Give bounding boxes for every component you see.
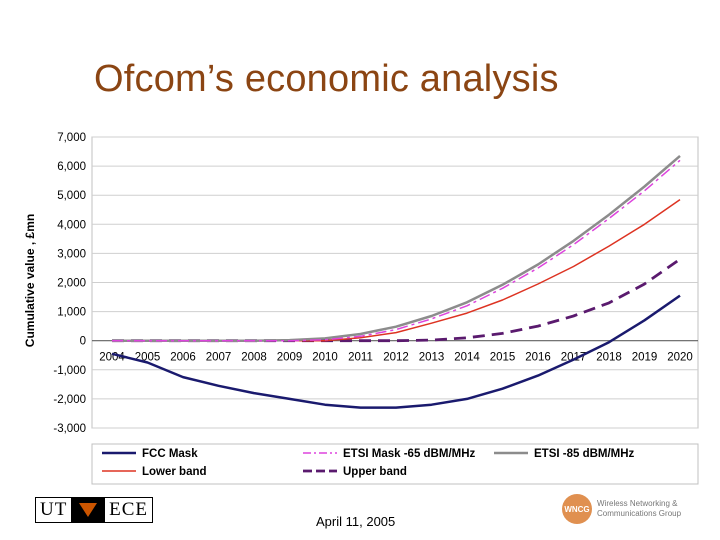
legend-label: FCC Mask (142, 448, 198, 460)
ut-ece-logo: UT ECE (35, 497, 153, 523)
y-tick-label: 4,000 (57, 219, 86, 231)
legend (91, 443, 699, 485)
y-tick-label: -3,000 (53, 423, 86, 435)
series-line (112, 159, 681, 342)
wncg-logo: WNCG Wireless Networking & Communication… (562, 494, 707, 524)
legend-label: ETSI -85 dBM/MHz (534, 448, 635, 460)
x-tick-label: 2011 (348, 352, 373, 364)
wncg-line-1: Wireless Networking & (597, 499, 678, 508)
wncg-logo-text: Wireless Networking & Communications Gro… (597, 499, 707, 519)
y-tick-label: 3,000 (57, 248, 86, 260)
y-tick-label: 7,000 (57, 132, 86, 144)
y-tick-label: 0 (80, 336, 86, 348)
x-tick-label: 2008 (241, 352, 267, 364)
x-tick-label: 2017 (561, 352, 587, 364)
y-tick-label: -1,000 (53, 365, 86, 377)
y-axis-label: Cumulative value , £mn (23, 214, 37, 347)
x-tick-label: 2006 (170, 352, 196, 364)
y-tick-label: 6,000 (57, 161, 86, 173)
longhorn-icon (71, 498, 106, 522)
footer-date: April 11, 2005 (316, 514, 396, 529)
x-tick-label: 2010 (312, 352, 338, 364)
x-tick-label: 2015 (490, 352, 516, 364)
x-tick-label: 2009 (277, 352, 303, 364)
legend-label: Upper band (343, 466, 407, 478)
x-tick-label: 2012 (383, 352, 409, 364)
x-tick-label: 2018 (596, 352, 622, 364)
x-tick-label: 2019 (632, 352, 658, 364)
wncg-line-2: Communications Group (597, 509, 682, 518)
x-tick-label: 2020 (667, 352, 693, 364)
y-tick-label: 5,000 (57, 190, 86, 202)
y-tick-label: 1,000 (57, 307, 86, 319)
legend-label: Lower band (142, 466, 207, 478)
ece-logo-text: ECE (109, 499, 148, 520)
x-tick-label: 2007 (206, 352, 232, 364)
y-tick-label: -2,000 (53, 394, 86, 406)
y-tick-label: 2,000 (57, 278, 86, 290)
x-tick-label: 2016 (525, 352, 551, 364)
x-tick-label: 2014 (454, 352, 480, 364)
wncg-logo-mark: WNCG (562, 494, 592, 524)
ut-logo-text: UT (36, 499, 72, 521)
slide-title: Ofcom’s economic analysis (94, 58, 559, 100)
series-line (112, 258, 681, 343)
x-tick-label: 2013 (419, 352, 445, 364)
series-line (111, 294, 681, 409)
legend-label: ETSI Mask -65 dBM/MHz (343, 448, 476, 460)
